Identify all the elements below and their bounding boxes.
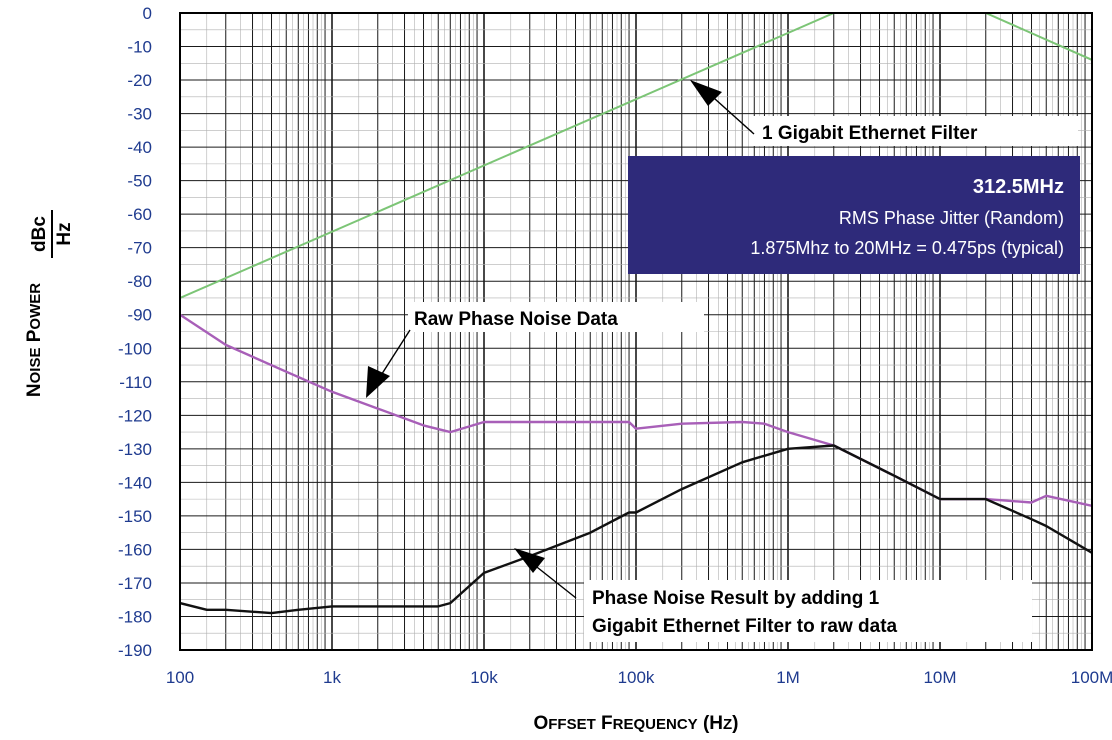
annotation-result: Phase Noise Result by adding 1 Gigabit E… [514, 548, 1032, 642]
annotation-gbe-bg [752, 116, 1078, 146]
info-box-line-2: 1.875Mhz to 20MHz = 0.475ps (typical) [750, 238, 1064, 258]
y-tick-label: 0 [143, 4, 152, 23]
y-tick-label: -180 [118, 607, 152, 626]
x-axis-title-part: ) [732, 713, 738, 734]
series-line-gbe-filter [180, 13, 1092, 299]
x-tick-label: 100M [1071, 668, 1112, 687]
x-axis-title-part: O [533, 713, 548, 734]
tick-labels: 0 -10 -20 -30 -40 -50 -60 -70 -80 -90 -100 -110 -120… [118, 4, 1112, 687]
y-axis-title-part: OISE [27, 348, 44, 384]
y-tick-label: -90 [127, 306, 152, 325]
y-tick-label: -150 [118, 507, 152, 526]
y-tick-label: -130 [118, 440, 152, 459]
y-axis-title-part: P [24, 329, 45, 342]
x-axis-title-part: FFSET [548, 716, 596, 733]
y-tick-label: -190 [118, 641, 152, 660]
y-axis-title-part: OWER [27, 283, 44, 330]
series-group [180, 13, 1092, 615]
y-axis-unit-denominator: Hz [54, 222, 75, 245]
x-axis-title-part: F [601, 713, 613, 734]
x-axis-title: OFFSET FREQUENCY (HZ) [533, 713, 738, 734]
y-axis-title-text: NOISE POWER [24, 283, 45, 397]
y-tick-label: -170 [118, 574, 152, 593]
annotation-gbe-arrowhead [690, 80, 722, 106]
info-box: 312.5MHz RMS Phase Jitter (Random) 1.875… [628, 156, 1080, 274]
x-tick-label: 10k [470, 668, 498, 687]
y-tick-label: -60 [127, 205, 152, 224]
annotation-raw-arrow-line [377, 329, 411, 381]
y-tick-label: -140 [118, 473, 152, 492]
annotation-result-bg [584, 580, 1032, 642]
annotation-raw-arrowhead [366, 366, 390, 398]
y-axis-title-part: N [24, 383, 45, 397]
x-tick-label: 100k [618, 668, 655, 687]
annotation-raw-data: Raw Phase Noise Data [366, 302, 704, 398]
annotation-raw-bg [408, 302, 704, 332]
y-tick-label: -120 [118, 406, 152, 425]
annotation-gbe-label: 1 Gigabit Ethernet Filter [762, 123, 978, 144]
annotation-result-line-2: Gigabit Ethernet Filter to raw data [592, 616, 898, 637]
x-tick-label: 1M [776, 668, 800, 687]
x-axis-title-part: (H [698, 713, 723, 734]
info-box-line-1: RMS Phase Jitter (Random) [839, 208, 1064, 228]
y-tick-label: -80 [127, 272, 152, 291]
info-box-background [628, 156, 1080, 274]
y-tick-label: -100 [118, 339, 152, 358]
info-box-title: 312.5MHz [973, 176, 1064, 198]
x-tick-label: 1k [323, 668, 341, 687]
y-tick-label: -30 [127, 105, 152, 124]
y-tick-label: -50 [127, 172, 152, 191]
x-axis-title-part: REQUENCY [613, 716, 698, 733]
x-tick-label: 10M [923, 668, 956, 687]
x-axis-title-part: Z [723, 716, 732, 733]
y-tick-label: -70 [127, 239, 152, 258]
y-tick-label: -20 [127, 71, 152, 90]
y-tick-label: -40 [127, 138, 152, 157]
plot-frame [179, 12, 1093, 651]
y-axis-unit-numerator: dBc [29, 216, 50, 252]
annotation-result-line-1: Phase Noise Result by adding 1 [592, 588, 880, 609]
annotation-gbe-filter: 1 Gigabit Ethernet Filter [690, 80, 1078, 146]
series-line-result [180, 444, 1092, 615]
y-axis-title: NOISE POWER dBc Hz [24, 210, 75, 397]
y-tick-label: -160 [118, 540, 152, 559]
annotation-result-arrowhead [514, 548, 545, 573]
annotation-raw-label: Raw Phase Noise Data [414, 309, 618, 330]
y-tick-label: -10 [127, 38, 152, 57]
x-tick-label: 100 [166, 668, 194, 687]
y-tick-label: -110 [119, 373, 152, 392]
